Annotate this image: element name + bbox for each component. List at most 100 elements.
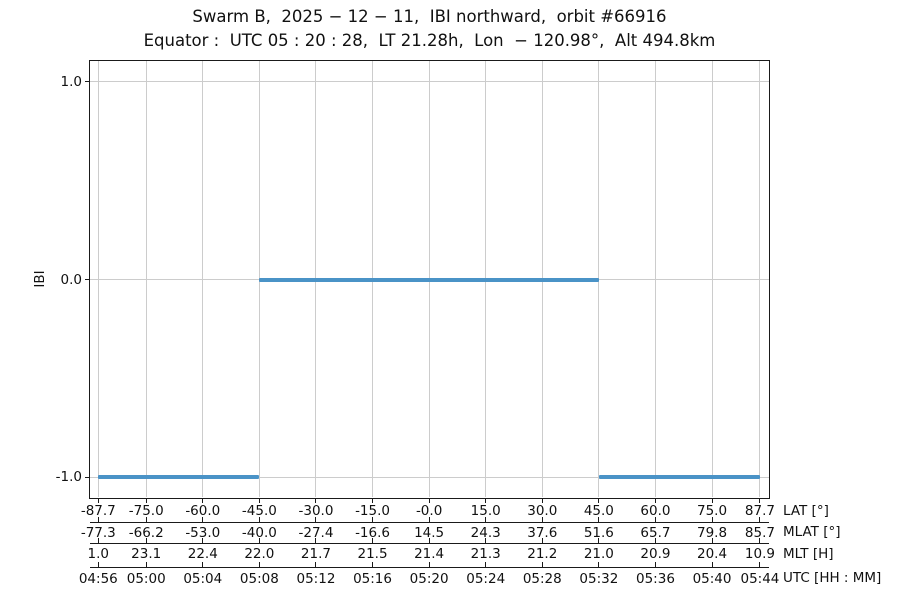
axis-row-label-mlat: MLAT [°]: [783, 524, 841, 540]
row-tick: [258, 561, 260, 567]
row-tick: [97, 561, 99, 567]
data-segment: [598, 475, 760, 480]
x-tick-label-mlt: 21.5: [357, 546, 388, 562]
y-tick-label: -1.0: [55, 469, 82, 486]
x-tick-label-lat: -0.0: [415, 503, 443, 519]
x-tick-label-mlt: 22.0: [244, 546, 275, 562]
x-tick: [485, 498, 487, 503]
v-gridline: [202, 61, 204, 497]
x-tick-label-lat: 15.0: [470, 503, 501, 519]
x-tick: [372, 498, 374, 503]
x-tick-label-mlat: -66.2: [128, 524, 164, 541]
v-gridline: [598, 61, 600, 497]
v-gridline: [97, 61, 99, 497]
chart-title: Swarm B, 2025 − 12 − 11, IBI northward, …: [192, 7, 667, 26]
v-gridline: [759, 61, 761, 497]
x-tick-label-mlt: 21.2: [527, 546, 558, 562]
x-tick: [711, 498, 713, 503]
x-tick: [258, 498, 260, 503]
x-tick-label-lat: -87.7: [80, 503, 116, 519]
row-tick: [258, 537, 260, 543]
row-tick: [654, 516, 656, 522]
row-tick: [372, 561, 374, 567]
row-tick: [258, 516, 260, 522]
x-tick-label-mlat: -40.0: [241, 524, 277, 541]
row-tick: [202, 561, 204, 567]
x-tick-label-mlt: 1.0: [87, 546, 110, 562]
row-tick: [485, 516, 487, 522]
row-tick: [541, 561, 543, 567]
x-tick-label-mlat: -16.6: [355, 524, 390, 541]
x-tick-label-mlt: 20.4: [697, 546, 728, 562]
row-tick: [759, 561, 761, 567]
x-tick-label-mlat: -77.3: [80, 524, 116, 541]
y-tick: [85, 476, 90, 478]
x-tick-label-mlt: 21.3: [470, 546, 501, 562]
x-tick-label-mlat: -27.4: [298, 524, 334, 541]
x-tick-label-mlat: 65.7: [640, 524, 671, 541]
row-tick: [315, 561, 317, 567]
y-tick-label: 0.0: [60, 271, 82, 288]
x-tick-label-lat: 75.0: [697, 503, 728, 519]
row-tick: [485, 561, 487, 567]
row-tick: [97, 516, 99, 522]
x-tick-label-mlt: 21.0: [583, 546, 614, 562]
row-tick: [759, 537, 761, 543]
x-tick: [598, 498, 600, 503]
x-tick-label-lat: -75.0: [128, 503, 164, 519]
row-tick: [598, 561, 600, 567]
row-tick: [598, 537, 600, 543]
x-tick-label-utc: 05:08: [239, 570, 279, 587]
row-tick: [428, 537, 430, 543]
x-tick-label-utc: 05:12: [296, 570, 336, 587]
chart-subtitle: Equator : UTC 05 : 20 : 28, LT 21.28h, L…: [143, 31, 716, 50]
row-tick: [541, 537, 543, 543]
row-tick: [428, 516, 430, 522]
x-tick-label-lat: -15.0: [355, 503, 390, 519]
x-tick: [202, 498, 204, 503]
row-tick: [202, 537, 204, 543]
x-tick-label-lat: 87.7: [744, 503, 775, 519]
x-tick-label-utc: 05:40: [692, 570, 732, 587]
row-tick: [372, 516, 374, 522]
row-tick: [598, 516, 600, 522]
row-tick: [654, 561, 656, 567]
x-tick-label-lat: -60.0: [185, 503, 221, 519]
x-tick-label-mlat: 79.8: [697, 524, 728, 541]
row-separator-line: [90, 542, 769, 544]
row-separator-line: [90, 521, 769, 523]
row-tick: [711, 516, 713, 522]
row-tick: [711, 561, 713, 567]
v-gridline: [654, 61, 656, 497]
row-tick: [315, 516, 317, 522]
row-tick: [485, 537, 487, 543]
x-tick-label-utc: 05:24: [466, 570, 506, 587]
y-tick: [85, 279, 90, 281]
v-gridline: [145, 61, 147, 497]
row-separator-line: [90, 566, 769, 568]
x-tick-label-utc: 05:00: [126, 570, 166, 587]
x-tick-label-utc: 05:16: [353, 570, 392, 587]
x-tick-label-mlat: -53.0: [185, 524, 221, 541]
x-tick-label-utc: 05:20: [409, 570, 449, 587]
x-tick-label-mlt: 10.9: [744, 546, 775, 562]
x-tick-label-mlat: 85.7: [744, 524, 775, 541]
y-tick-label: 1.0: [60, 73, 82, 90]
row-tick: [654, 537, 656, 543]
axis-row-label-mlt: MLT [H]: [783, 546, 834, 562]
row-tick: [711, 537, 713, 543]
x-tick: [654, 498, 656, 503]
x-tick-label-mlt: 20.9: [640, 546, 671, 562]
x-tick-label-mlat: 24.3: [470, 524, 501, 541]
x-tick-label-utc: 05:04: [183, 570, 223, 587]
row-tick: [97, 537, 99, 543]
x-tick: [428, 498, 430, 503]
x-tick-label-mlt: 23.1: [131, 546, 162, 562]
x-tick-label-lat: 45.0: [583, 503, 614, 519]
data-segment: [259, 277, 599, 282]
x-tick-label-utc: 05:44: [740, 570, 780, 587]
x-tick-label-utc: 05:36: [636, 570, 675, 587]
x-tick: [145, 498, 147, 503]
axis-row-label-lat: LAT [°]: [783, 503, 829, 519]
